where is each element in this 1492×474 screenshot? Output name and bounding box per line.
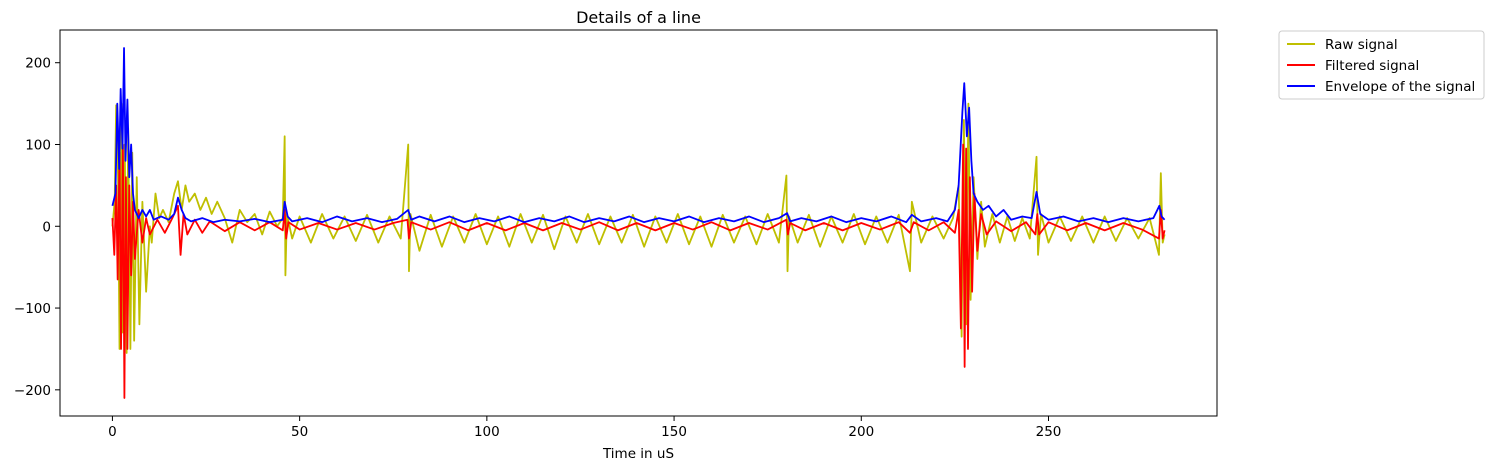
chart-title: Details of a line xyxy=(576,8,701,27)
x-tick-label: 50 xyxy=(291,424,308,440)
y-tick-label: −200 xyxy=(14,383,51,399)
y-tick-label: 200 xyxy=(25,56,51,72)
legend-label-1: Raw signal xyxy=(1325,37,1398,53)
series-line-3 xyxy=(111,47,1166,224)
series-layer xyxy=(111,47,1166,399)
series-line-2 xyxy=(111,143,1166,399)
x-tick-label: 200 xyxy=(848,424,874,440)
legend: Raw signal Filtered signal Envelope of the… xyxy=(1278,30,1485,100)
x-axis-title: Time in uS xyxy=(602,446,674,462)
plot-area xyxy=(59,29,1218,417)
legend-frame xyxy=(1278,30,1485,100)
x-tick-label: 0 xyxy=(108,424,117,440)
plot-frame xyxy=(59,29,1218,417)
x-tick-label: 250 xyxy=(1036,424,1062,440)
y-tick-label: −100 xyxy=(14,301,51,317)
x-axis: 0 50 100 150 200 250 xyxy=(108,416,1061,440)
y-tick-label: 100 xyxy=(25,137,51,153)
legend-label-2: Filtered signal xyxy=(1325,58,1419,74)
y-axis: −200 −100 0 100 200 xyxy=(14,56,60,399)
y-tick-label: 0 xyxy=(42,219,51,235)
x-tick-label: 100 xyxy=(474,424,500,440)
x-tick-label: 150 xyxy=(661,424,687,440)
legend-label-3: Envelope of the signal xyxy=(1325,79,1475,95)
